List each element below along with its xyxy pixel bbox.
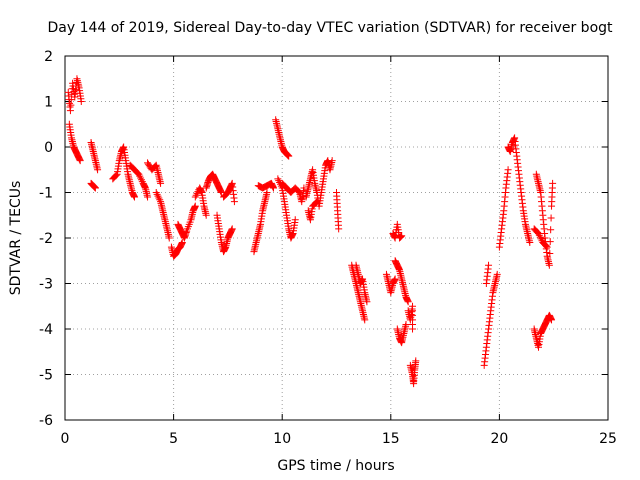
data-point [165,234,173,242]
data-point [152,189,160,196]
y-tick-label: -6 [39,413,53,429]
data-point [543,243,551,251]
data-point [526,239,534,247]
data-point [191,202,199,210]
y-tick-label: 0 [44,140,53,156]
data-point [133,168,141,176]
data-point [404,298,412,306]
data-marks [64,75,557,388]
data-point [363,298,371,306]
data-point [193,189,201,197]
data-point [94,166,102,174]
data-point [263,189,271,196]
y-tick-label: -1 [39,186,53,202]
y-tick-label: 1 [44,95,53,111]
data-point [534,229,542,237]
grid-lines [65,56,608,420]
x-tick-label: 0 [61,431,70,447]
y-tick-label: -4 [39,322,53,338]
data-point [137,174,145,182]
data-point [156,196,164,204]
data-point [547,226,555,234]
y-tick-label: 2 [44,49,53,65]
data-point [291,216,299,224]
plot-frame [64,55,609,421]
data-point [230,198,238,206]
x-tick-label: 25 [599,431,617,447]
data-point [313,198,321,206]
data-point [409,325,417,333]
data-point [504,166,512,174]
y-axis-label: SDTVAR / TECUs [8,181,24,296]
data-point [154,192,162,200]
data-point [217,189,225,196]
data-point [549,179,557,187]
x-tick-label: 5 [169,431,178,447]
axis-ticks [64,55,609,421]
data-point [178,239,186,247]
y-tick-label: -5 [39,368,53,384]
y-tick-label: -3 [39,277,53,293]
data-point [228,225,236,233]
data-point [312,199,320,207]
data-point [536,233,544,241]
data-point [412,357,420,365]
data-point [311,199,319,207]
data-point [391,275,399,283]
data-point [537,235,545,243]
data-point [111,172,119,180]
x-tick-label: 10 [273,431,291,447]
data-point [137,176,145,184]
data-point [76,157,84,165]
data-point [202,211,210,219]
data-point [548,316,556,324]
data-point [546,249,554,257]
data-point [545,261,553,269]
x-tick-labels: 0 5 10 15 20 25 [61,431,617,447]
data-point [285,152,293,160]
data-point [402,320,410,328]
data-point [533,228,541,236]
data-point [542,242,550,250]
data-point [547,214,555,222]
data-point [91,184,99,192]
x-axis-label: GPS time / hours [277,458,394,474]
data-point [112,171,120,179]
data-point [136,172,144,180]
data-point [493,270,501,278]
data-point [131,193,139,201]
x-tick-label: 20 [490,431,508,447]
data-point [155,194,163,202]
y-tick-labels: -6 -5 -4 -3 -2 -1 0 1 2 [39,49,53,429]
data-point [153,190,161,198]
data-point [361,316,369,324]
data-point [270,184,278,192]
data-point [144,193,152,201]
data-point [485,261,493,269]
data-point [191,193,199,201]
x-tick-label: 15 [382,431,400,447]
data-point [274,175,282,183]
data-point [546,238,554,246]
data-point [541,241,549,249]
data-point [157,179,165,187]
data-point [535,231,543,239]
data-point [328,157,336,165]
data-point [192,191,200,199]
chart-title: Day 144 of 2019, Sidereal Day-to-day VTE… [47,20,613,36]
data-point [135,170,143,178]
data-point [335,225,343,233]
y-tick-label: -2 [39,231,53,247]
data-point [77,98,85,105]
data-point [398,232,406,240]
